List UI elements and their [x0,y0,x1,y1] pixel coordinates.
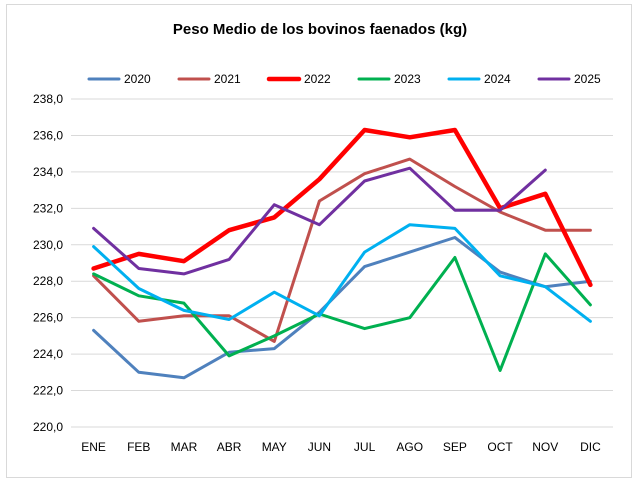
y-tick-label: 222,0 [33,384,63,398]
x-tick-label: JUN [308,440,331,454]
legend-label-2024: 2024 [484,72,511,86]
x-tick-label: DIC [580,440,601,454]
series-line-2025 [92,166,547,276]
y-tick-label: 234,0 [33,165,63,179]
chart-frame: Peso Medio de los bovinos faenados (kg) … [6,4,632,478]
y-tick-label: 230,0 [33,238,63,252]
y-tick-label: 224,0 [33,347,63,361]
y-tick-label: 226,0 [33,311,63,325]
x-tick-label: MAY [262,440,287,454]
chart-title: Peso Medio de los bovinos faenados (kg) [173,21,467,38]
x-axis-ticks: ENE FEB MAR ABR MAY JUN JUL AGO SEP OCT NOV DIC [81,440,601,454]
series-line-2024 [92,223,592,323]
legend-label-2025: 2025 [574,72,601,86]
line-chart: Peso Medio de los bovinos faenados (kg) … [33,21,613,454]
x-tick-label: FEB [127,440,150,454]
x-tick-label: AGO [396,440,423,454]
y-axis-ticks: 220,0 222,0 224,0 226,0 228,0 230,0 232,0 234,0… [33,92,63,434]
series-line-2020 [92,236,592,380]
y-tick-label: 232,0 [33,201,63,215]
x-tick-label: SEP [443,440,467,454]
x-tick-label: ABR [217,440,242,454]
legend: 2020 2021 2022 2023 2024 2025 [87,72,601,86]
series-line-2022 [91,127,593,288]
legend-label-2021: 2021 [214,72,241,86]
series-lines [91,127,593,380]
series-line-2021 [92,157,592,343]
y-tick-label: 236,0 [33,128,63,142]
x-tick-label: OCT [487,440,513,454]
x-tick-label: NOV [532,440,558,454]
x-tick-label: JUL [354,440,376,454]
x-tick-label: MAR [171,440,198,454]
series-line-2023 [92,252,592,372]
legend-label-2023: 2023 [394,72,421,86]
y-tick-label: 238,0 [33,92,63,106]
x-tick-label: ENE [81,440,106,454]
legend-label-2022: 2022 [304,72,331,86]
y-tick-label: 220,0 [33,420,63,434]
y-tick-label: 228,0 [33,274,63,288]
legend-label-2020: 2020 [124,72,151,86]
grid-lines [71,98,613,428]
